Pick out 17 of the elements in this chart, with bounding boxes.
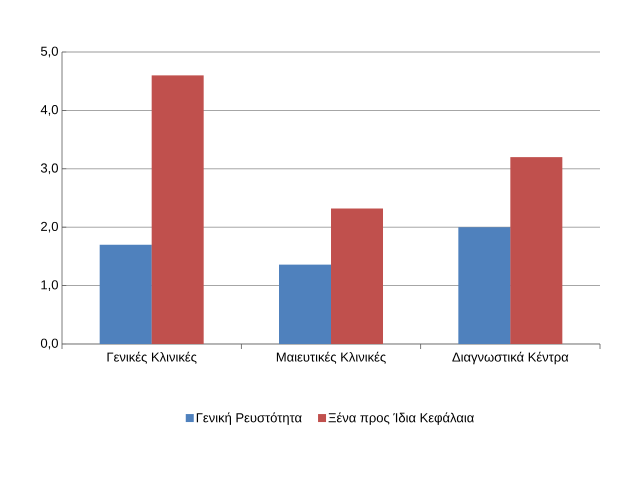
bar <box>279 264 332 344</box>
bar <box>152 75 204 344</box>
y-tick-label: 2,0 <box>41 222 58 233</box>
bar <box>100 244 152 344</box>
y-tick-label: 3,0 <box>40 163 58 174</box>
x-tick-label: Μαιευτικές Κλινικές <box>276 352 386 364</box>
bar <box>458 227 510 344</box>
legend-label: Ξένα προς Ίδια Κεφάλαια <box>328 412 474 425</box>
x-tick-label: Γενικές Κλινικές <box>107 352 197 364</box>
legend-label: Γενική Ρευστότητα <box>196 412 302 425</box>
x-tick-label: Διαγνωστικά Κέντρα <box>452 352 568 364</box>
y-tick-label: 4,0 <box>40 105 58 116</box>
y-tick-label: 5,0 <box>40 46 58 58</box>
bar <box>510 157 562 344</box>
y-tick-label: 1,0 <box>41 280 58 291</box>
y-tick-label: 0,0 <box>40 338 58 350</box>
bar <box>331 208 384 344</box>
